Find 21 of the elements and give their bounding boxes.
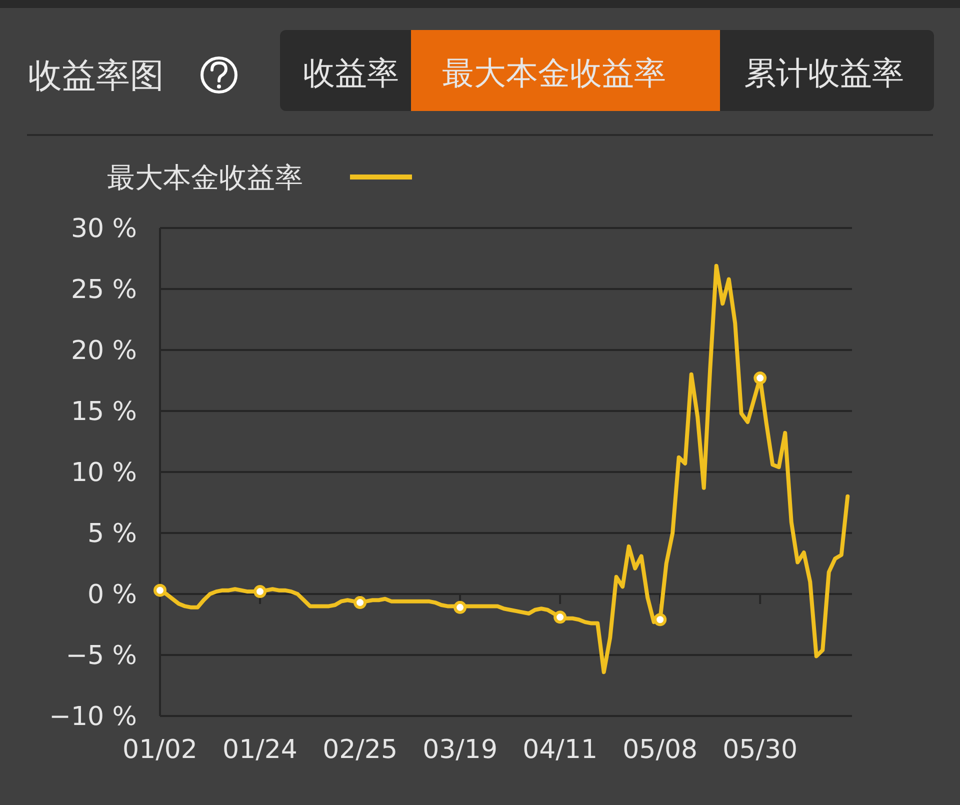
x-tick-label: 03/19 xyxy=(422,735,498,765)
y-tick-label: −10 % xyxy=(49,702,137,732)
y-tick-label: −5 % xyxy=(66,641,137,671)
y-tick-label: 25 % xyxy=(70,275,137,305)
y-tick-label: 20 % xyxy=(70,336,137,366)
y-tick-label: 5 % xyxy=(87,519,137,549)
text: 收益率 xyxy=(303,54,399,92)
x-tick-label: 02/25 xyxy=(322,735,398,765)
chart-title: 收益率图 xyxy=(28,56,164,96)
legend-label: 最大本金收益率 xyxy=(107,161,303,194)
y-tick-label: 30 % xyxy=(70,214,137,244)
x-tick-label: 04/11 xyxy=(522,735,598,765)
y-tick-label: 10 % xyxy=(70,458,137,488)
y-tick-label: 0 % xyxy=(87,580,137,610)
text: 最大本金收益率 xyxy=(442,54,666,92)
x-tick-label: 01/02 xyxy=(122,735,198,765)
y-tick-label: 15 % xyxy=(70,397,137,427)
x-tick-label: 01/24 xyxy=(222,735,298,765)
text: 累计收益率 xyxy=(744,54,904,92)
x-tick-label: 05/08 xyxy=(622,735,698,765)
x-tick-label: 05/30 xyxy=(722,735,798,765)
